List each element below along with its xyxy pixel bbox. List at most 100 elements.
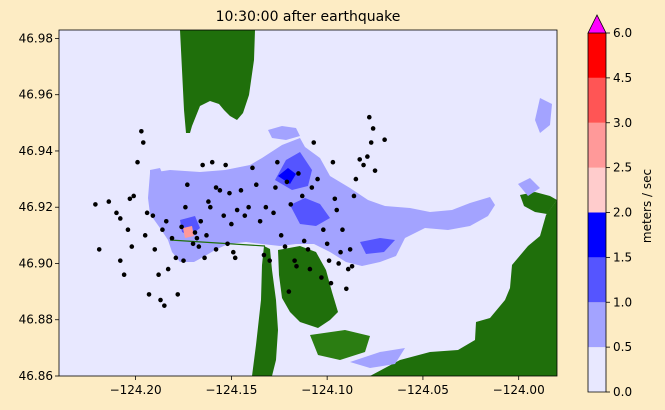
colorbar-extend-arrow (587, 14, 607, 34)
x-tick-label: −124.05 (397, 383, 449, 397)
gauge-point (336, 261, 341, 266)
gauge-point (275, 159, 280, 165)
gauge-point (150, 213, 156, 218)
colorbar-tick-label: 4.5 (613, 71, 632, 85)
gauge-point (202, 255, 207, 261)
gauge-point (330, 159, 336, 165)
gauge-point (284, 179, 290, 185)
speed-1-0-region (275, 152, 312, 190)
gauge-point (198, 218, 204, 224)
gauge-point (286, 289, 292, 294)
east-inlet-land (520, 192, 557, 214)
gauge-point (114, 210, 119, 216)
south-peninsula-land (252, 246, 278, 376)
x-tick-label: −124.15 (205, 383, 257, 397)
gauge-point (206, 199, 211, 204)
gauge-point (242, 213, 248, 218)
gauge-point (96, 247, 102, 252)
gauge-point (345, 266, 351, 272)
gauge-point (278, 233, 284, 238)
gauge-point (299, 193, 305, 199)
speed-1-5-region (278, 168, 296, 184)
gauge-point (125, 227, 131, 233)
gauge-point (163, 218, 169, 224)
speed-0-5-west-patch (150, 168, 165, 190)
gauge-point (288, 202, 294, 207)
gauge-point (238, 188, 244, 193)
gauge-point (127, 196, 133, 202)
gauge-point (338, 249, 343, 255)
speed-2-5-region (183, 226, 194, 238)
south-shore-marsh (310, 330, 370, 360)
gauge-point (382, 137, 387, 143)
gauge-point (131, 193, 136, 199)
gauge-point (181, 258, 186, 263)
y-axis: 46.86 46.88 46.90 46.92 46.94 46.96 46.98 (19, 31, 59, 383)
gauge-point (349, 263, 355, 269)
colorbar-tick-label: 3.0 (613, 116, 632, 130)
gauge-point (292, 258, 297, 263)
gauge-point (152, 247, 158, 252)
gauge-point (321, 227, 326, 233)
gauge-point (309, 185, 315, 190)
gauge-point (365, 154, 370, 159)
gauge-point (301, 238, 307, 244)
gauge-point (169, 235, 175, 241)
gauge-point (175, 292, 181, 297)
gauge-point (204, 233, 209, 238)
gauge-point (332, 196, 338, 202)
gauge-point (307, 266, 313, 272)
gauge-point (208, 204, 213, 210)
gauge-point (370, 126, 376, 131)
gauge-point (135, 159, 140, 165)
gauge-point (366, 114, 372, 120)
gauge-point (117, 258, 123, 263)
gauge-point (296, 171, 301, 176)
y-tick-label: 46.96 (19, 88, 53, 102)
speed-0-5-region (148, 138, 495, 266)
north-peninsula-land (180, 30, 255, 133)
colorbar-tick-label: 1.0 (613, 295, 632, 309)
gauge-point (231, 249, 236, 255)
colorbar-segment (588, 122, 606, 168)
colorbar-segment (588, 347, 606, 392)
land-layer (180, 30, 557, 376)
gauge-point (328, 280, 334, 286)
gauge-point (146, 292, 152, 297)
y-tick-label: 46.90 (19, 256, 53, 270)
gauge-point (267, 258, 272, 263)
gauge-point (217, 188, 223, 193)
colorbar-segment (588, 257, 606, 303)
gauge-point (344, 286, 349, 292)
speed-0-5-south-patch (350, 348, 405, 368)
colorbar-tick-label: 2.5 (613, 161, 632, 175)
chart-title: 10:30:00 after earthquake (216, 9, 401, 25)
gauge-point (121, 272, 127, 278)
gauge-point (173, 255, 179, 261)
plot-frame (58, 29, 558, 377)
colorbar: 0.0 0.5 1.0 1.5 2.0 2.5 3.0 4.5 6.0 (587, 14, 632, 399)
y-tick-label: 46.86 (19, 369, 53, 383)
colorbar-label: meters / sec (640, 169, 654, 243)
gauge-point (196, 244, 202, 249)
gauge-point (225, 241, 230, 247)
gauge-point (257, 218, 263, 224)
gauge-point (357, 157, 363, 162)
colorbar-tick-label: 1.5 (613, 250, 632, 264)
gauge-point (351, 193, 357, 199)
gauge-point (183, 204, 188, 210)
gauge-point (209, 159, 215, 165)
jetty-line (169, 239, 266, 247)
gauge-point (353, 176, 359, 182)
colorbar-tick-label: 0.5 (613, 340, 632, 354)
gauge-point (253, 182, 259, 188)
gauge-point (263, 204, 269, 210)
gauge-point (192, 230, 198, 235)
colorbar-tick-label: 2.0 (613, 206, 632, 220)
y-tick-label: 46.92 (19, 200, 53, 214)
gauge-point (340, 227, 345, 233)
gauge-points (93, 114, 387, 308)
gauge-point (117, 216, 123, 221)
gauge-point (319, 275, 324, 280)
